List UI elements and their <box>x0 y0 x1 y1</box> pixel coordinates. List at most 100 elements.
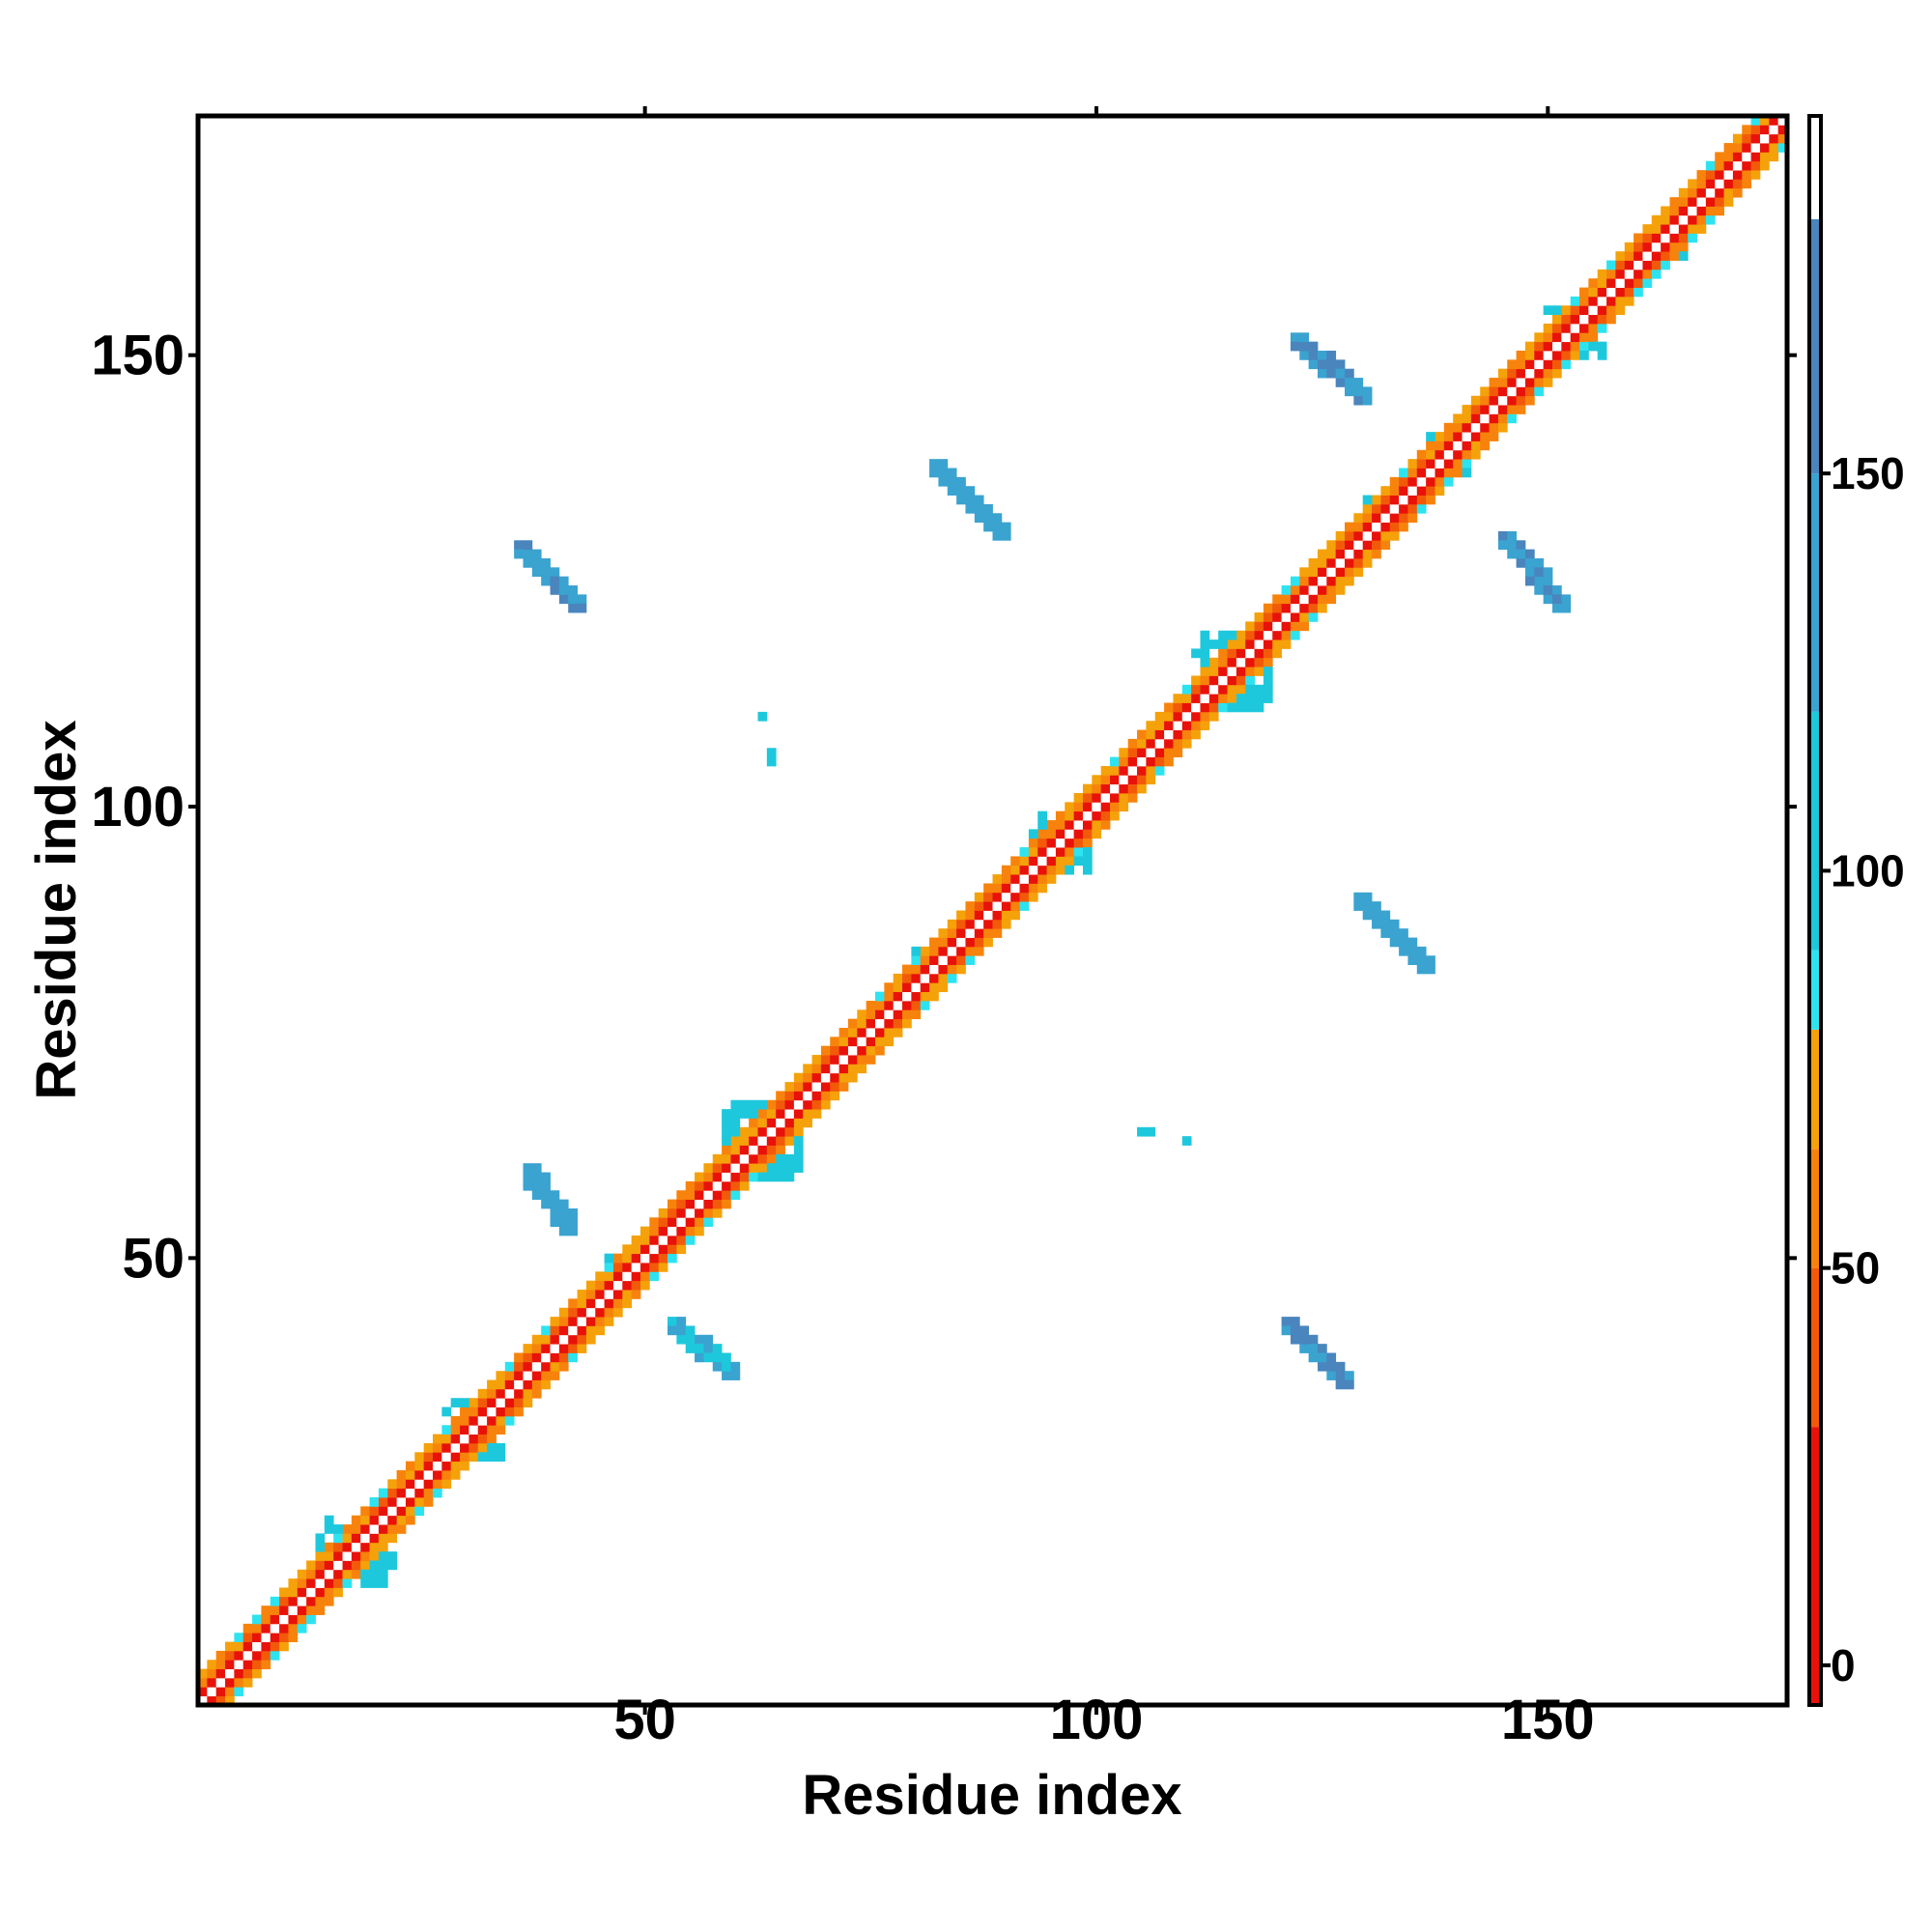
heatmap-cell <box>1218 694 1228 703</box>
heatmap-cell <box>1345 368 1354 379</box>
heatmap-cell <box>1065 829 1075 839</box>
heatmap-cell <box>1777 116 1788 126</box>
heatmap-cell <box>1119 756 1129 767</box>
heatmap-cell <box>1389 919 1400 929</box>
heatmap-cell <box>1470 449 1481 460</box>
heatmap-cell <box>866 1000 876 1010</box>
heatmap-cell <box>739 1109 750 1119</box>
heatmap-cell <box>378 1542 388 1552</box>
heatmap-cell <box>531 1180 542 1191</box>
heatmap-cell <box>1208 667 1219 676</box>
heatmap-cell <box>1164 721 1174 730</box>
heatmap-cell <box>1543 594 1553 605</box>
heatmap-cell <box>639 1226 650 1236</box>
heatmap-cell <box>1046 856 1057 867</box>
heatmap-cell <box>658 1217 668 1228</box>
heatmap-cell <box>668 1244 677 1255</box>
heatmap-cell <box>531 1163 542 1173</box>
heatmap-cell <box>1497 378 1508 387</box>
heatmap-cell <box>1362 503 1373 514</box>
heatmap-cell <box>1181 711 1192 722</box>
heatmap-cell <box>947 964 957 975</box>
heatmap-cell <box>378 1506 388 1517</box>
heatmap-cell <box>1082 783 1093 794</box>
heatmap-cell <box>947 955 957 965</box>
heatmap-cell <box>1380 540 1391 551</box>
heatmap-cell <box>558 585 569 595</box>
heatmap-cell <box>577 1307 587 1318</box>
heatmap-cell <box>1489 386 1499 397</box>
heatmap-cell <box>450 1415 461 1426</box>
heatmap-cell <box>866 1055 876 1065</box>
heatmap-cell <box>1407 955 1418 965</box>
heatmap-cell <box>225 1660 235 1670</box>
heatmap-cell <box>1723 197 1734 207</box>
heatmap-cell <box>360 1551 370 1561</box>
heatmap-cell <box>1335 567 1346 578</box>
heatmap-cell <box>784 1109 795 1119</box>
heatmap-cell <box>1507 540 1518 551</box>
heatmap-cell <box>1254 630 1264 640</box>
heatmap-cell <box>450 1425 461 1435</box>
heatmap-cell <box>1335 368 1346 379</box>
heatmap-cell <box>1335 1379 1346 1390</box>
heatmap-cell <box>558 576 569 586</box>
heatmap-cell <box>749 1153 758 1164</box>
heatmap-cell <box>477 1425 488 1435</box>
heatmap-cell <box>1046 847 1057 857</box>
heatmap-cell <box>1579 314 1589 325</box>
heatmap-cell <box>722 1190 731 1200</box>
heatmap-cell <box>1353 378 1364 387</box>
heatmap-cell <box>477 1388 488 1399</box>
heatmap-cells <box>198 116 1788 1706</box>
heatmap-cell <box>1715 170 1724 180</box>
heatmap-cell <box>668 1325 677 1336</box>
heatmap-cell <box>1353 567 1364 578</box>
heatmap-cell <box>920 1000 930 1010</box>
heatmap-cell <box>1588 296 1599 306</box>
heatmap-cell <box>857 1055 867 1065</box>
colorbar-band <box>1809 1149 1821 1268</box>
heatmap-cell <box>1317 576 1327 586</box>
heatmap-cell <box>1119 775 1129 785</box>
heatmap-cell <box>604 1298 614 1309</box>
heatmap-cell <box>1480 422 1490 433</box>
heatmap-cell <box>1137 783 1147 794</box>
heatmap-cell <box>1678 224 1689 234</box>
heatmap-cell <box>1308 1352 1319 1363</box>
heatmap-cell <box>469 1434 479 1444</box>
heatmap-cell <box>1634 269 1643 279</box>
colorbar-tick-label: 50 <box>1831 1243 1880 1293</box>
heatmap-cell <box>1723 143 1734 153</box>
heatmap-cell <box>1308 1344 1319 1353</box>
heatmap-cell <box>793 1145 804 1155</box>
heatmap-cell <box>1146 756 1156 767</box>
heatmap-cell <box>242 1660 253 1670</box>
heatmap-cell <box>1181 1136 1192 1146</box>
heatmap-cell <box>396 1524 407 1534</box>
heatmap-cell <box>297 1569 307 1579</box>
heatmap-cell <box>1092 775 1102 785</box>
heatmap-cell <box>695 1172 704 1182</box>
heatmap-cell <box>1317 1361 1327 1372</box>
colorbar-band <box>1809 116 1821 219</box>
heatmap-cell <box>1227 657 1237 668</box>
heatmap-cell <box>631 1271 641 1282</box>
heatmap-cell <box>1470 413 1481 424</box>
heatmap-cell <box>712 1208 723 1218</box>
heatmap-cell <box>504 1371 515 1380</box>
heatmap-cell <box>1001 522 1011 532</box>
heatmap-cell <box>550 1317 560 1326</box>
heatmap-cell <box>198 1677 208 1688</box>
heatmap-cell <box>1317 1344 1327 1353</box>
heatmap-cell <box>1678 242 1689 252</box>
heatmap-cell <box>1669 206 1680 216</box>
heatmap-cell <box>306 1614 316 1625</box>
heatmap-cell <box>1372 901 1381 911</box>
heatmap-cell <box>1028 883 1038 894</box>
heatmap-cell <box>956 928 966 938</box>
heatmap-cell <box>1119 783 1129 794</box>
heatmap-cell <box>1254 612 1264 622</box>
heatmap-cell <box>1263 675 1273 686</box>
heatmap-cell <box>803 1091 812 1101</box>
